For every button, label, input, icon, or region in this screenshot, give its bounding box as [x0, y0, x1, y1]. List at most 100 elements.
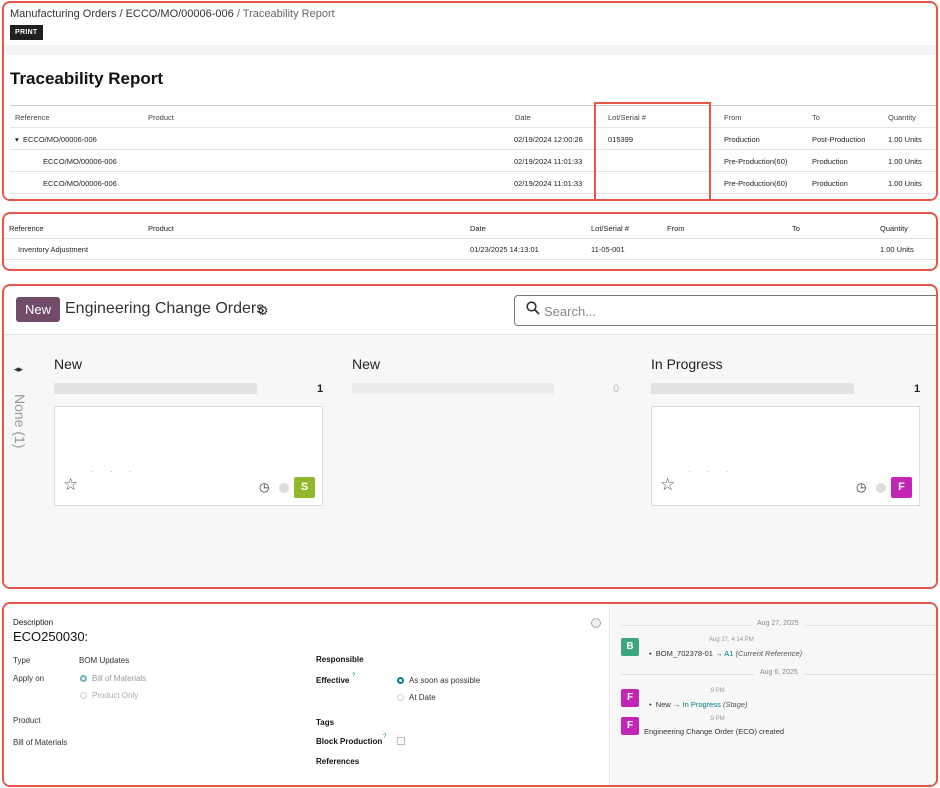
date-label: Aug 27, 2025 [751, 620, 805, 627]
row-date: 02/19/2024 11:01:33 [514, 179, 583, 188]
row-from: Production [724, 135, 760, 144]
tags-label: Tags [316, 718, 335, 727]
breadcrumb-manufacturing-orders[interactable]: Manufacturing Orders [10, 8, 117, 20]
priority-dot[interactable] [591, 618, 601, 628]
row-lot[interactable]: 015399 [608, 135, 634, 144]
radio-at-date[interactable] [397, 694, 404, 701]
eco-kanban-panel: New Engineering Change Orders ⚙ Search..… [2, 284, 938, 589]
expand-icon[interactable]: ▾ [15, 135, 19, 144]
help-icon[interactable]: ? [352, 673, 356, 679]
new-button[interactable]: New [16, 297, 61, 322]
message-time: Aug 27, 4:14 PM [709, 637, 754, 643]
clock-icon[interactable]: ◷ [259, 480, 270, 494]
clock-icon[interactable]: ◷ [856, 480, 867, 494]
date-label: Aug 6, 2025 [754, 669, 804, 676]
row-reference[interactable]: ECCO/MO/00006-006 [43, 179, 117, 188]
row-from: Pre-Production(60) [724, 179, 788, 188]
gear-icon[interactable]: ⚙ [257, 303, 269, 318]
col-lot: Lot/Serial # [591, 224, 629, 233]
group-label[interactable]: None (1) [12, 394, 28, 449]
radio-asap[interactable] [397, 677, 404, 684]
table-row[interactable]: Inventory Adjustment 01/23/2025 14:13:01… [4, 239, 936, 260]
eco-form-panel: Description ECO250030: Type BOM Updates … [2, 602, 938, 787]
col-quantity: Quantity [888, 113, 916, 122]
description-label: Description [13, 618, 54, 627]
col-to: To [812, 113, 820, 122]
apply-option-bom[interactable]: Bill of Materials [92, 674, 147, 683]
star-icon[interactable]: ☆ [660, 475, 676, 494]
chatter: Aug 27, 2025 B Aug 27, 4:14 PM • BOM_702… [611, 604, 936, 785]
eco-card[interactable]: ☆ · · · ◷ S [54, 406, 323, 506]
responsible-label: Responsible [316, 655, 364, 664]
status-dot[interactable] [876, 483, 886, 493]
search-input[interactable]: Search... [514, 295, 936, 326]
tracking-bom: BOM_702378-01 [655, 649, 713, 658]
column-progress-bar [352, 383, 554, 394]
apply-option-product[interactable]: Product Only [92, 691, 139, 700]
avatar[interactable]: S [294, 477, 315, 498]
column-title[interactable]: New [352, 356, 381, 372]
breadcrumb-current: Traceability Report [242, 8, 335, 20]
status-dot[interactable] [279, 483, 289, 493]
block-production-checkbox[interactable] [397, 737, 405, 745]
radio-bom[interactable] [80, 675, 87, 682]
type-label: Type [13, 656, 31, 665]
row-date: 02/19/2024 12:00:26 [514, 135, 583, 144]
author-avatar[interactable]: B [621, 638, 639, 656]
breadcrumb: Manufacturing Orders / ECCO/MO/00006-006… [10, 8, 335, 20]
col-lot: Lot/Serial # [608, 113, 646, 122]
author-avatar[interactable]: F [621, 717, 639, 735]
col-reference: Reference [9, 224, 44, 233]
table-row[interactable]: ▾ ECCO/MO/00006-006 02/19/2024 12:00:26 … [10, 128, 936, 150]
lot-column-highlight [594, 102, 711, 199]
radio-product-only[interactable] [80, 692, 87, 699]
column-progress-bar [651, 383, 854, 394]
table-row[interactable]: ECCO/MO/00006-006 02/19/2024 11:01:33 Pr… [10, 150, 936, 172]
author-avatar[interactable]: F [621, 689, 639, 707]
star-icon[interactable]: ☆ [63, 475, 79, 494]
column-count: 1 [914, 383, 921, 395]
traceability-table: Reference Product Date Lot/Serial # From… [10, 105, 936, 194]
row-reference[interactable]: ECCO/MO/00006-006 [23, 135, 97, 144]
print-button[interactable]: PRINT [10, 25, 43, 40]
card-text-placeholder: · · · [688, 467, 736, 476]
description-value[interactable]: ECO250030: [13, 629, 89, 644]
eco-card[interactable]: ☆ · · · ◷ F [651, 406, 920, 506]
col-quantity: Quantity [880, 224, 908, 233]
table-row[interactable]: ECCO/MO/00006-006 02/19/2024 11:01:33 Pr… [10, 172, 936, 194]
breadcrumb-mo[interactable]: ECCO/MO/00006-006 [125, 8, 234, 20]
row-qty: 1.00 Units [880, 245, 914, 254]
row-reference[interactable]: Inventory Adjustment [18, 245, 89, 254]
traceability-report-panel: Manufacturing Orders / ECCO/MO/00006-006… [2, 1, 938, 201]
effective-label: Effective [316, 676, 350, 685]
card-text-placeholder: · · · [91, 467, 139, 476]
form-sheet: Description ECO250030: Type BOM Updates … [4, 604, 610, 785]
column-title[interactable]: New [54, 356, 83, 372]
fold-arrows-icon[interactable]: ◂▸ [14, 364, 24, 374]
page-title: Engineering Change Orders [65, 300, 265, 317]
row-qty: 1.00 Units [888, 135, 922, 144]
column-count: 0 [613, 383, 620, 395]
arrow-icon: → [672, 700, 681, 709]
effective-option-date[interactable]: At Date [409, 693, 436, 702]
tracking-old-value: New [655, 700, 671, 709]
help-icon[interactable]: ? [383, 734, 387, 740]
row-lot[interactable]: 11-05-001 [591, 245, 625, 254]
effective-option-asap[interactable]: As soon as possible [409, 676, 481, 685]
col-product: Product [148, 113, 174, 122]
col-reference: Reference [15, 113, 50, 122]
search-icon [526, 301, 540, 319]
type-value[interactable]: BOM Updates [79, 656, 130, 665]
breadcrumb-separator: / [116, 8, 126, 20]
tracking-line: • BOM_702378-01 → A1 (Current Reference) [649, 649, 803, 658]
row-reference[interactable]: ECCO/MO/00006-006 [43, 157, 117, 166]
block-production-label: Block Production [316, 737, 383, 746]
col-to: To [792, 224, 800, 233]
references-label: References [316, 757, 360, 766]
table-header: Reference Product Date Lot/Serial # From… [10, 106, 936, 128]
tracking-field: (Current Reference) [735, 649, 803, 658]
apply-on-label: Apply on [13, 674, 45, 683]
tracking-new-value: A1 [724, 649, 734, 658]
column-title[interactable]: In Progress [651, 356, 723, 372]
avatar[interactable]: F [891, 477, 912, 498]
